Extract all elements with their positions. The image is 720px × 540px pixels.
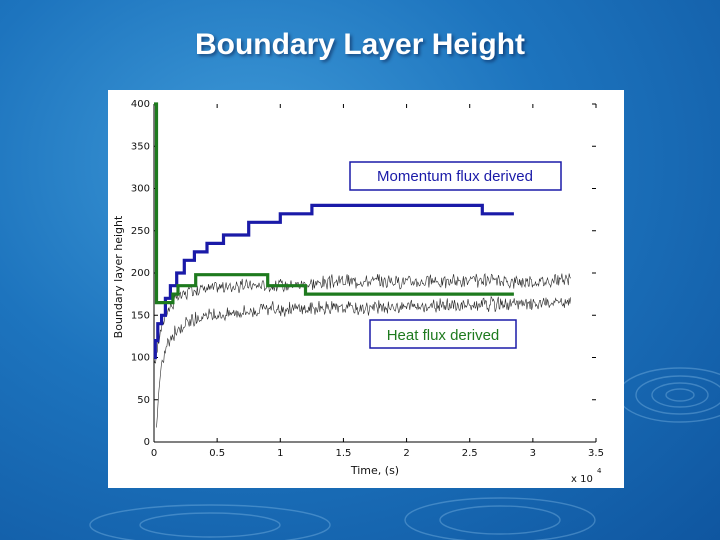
x-tick-label: 1 — [277, 448, 283, 459]
noisy-trace-line — [153, 272, 571, 364]
heat-callout-box — [369, 319, 517, 349]
y-tick-label: 250 — [131, 226, 150, 237]
slide-title: Boundary Layer Height — [194, 28, 526, 61]
series-layer — [153, 102, 571, 428]
momentum-flux-derived-line — [153, 203, 514, 360]
x-tick-label: 0 — [151, 448, 157, 459]
y-tick-label: 150 — [131, 310, 150, 321]
y-axis-title: Boundary layer height — [112, 215, 125, 338]
y-tick-label: 0 — [144, 437, 150, 448]
boundary-layer-chart: 0 50 100 150 200 250 300 350 400 0 0.5 1 1.5 2 2.5 3 3.5… — [112, 99, 604, 485]
x-axis-multiplier-exponent: 4 — [597, 467, 602, 475]
y-tick-label: 200 — [131, 268, 150, 279]
x-axis-multiplier: x 10 — [571, 474, 593, 485]
axes-layer: 0 50 100 150 200 250 300 350 400 0 0.5 1 1.5 2 2.5 3 3.5 — [131, 99, 604, 459]
momentum-callout-box — [349, 161, 562, 191]
noisy-trace-line — [156, 295, 571, 428]
y-tick-label: 100 — [131, 353, 150, 364]
x-tick-label: 2 — [403, 448, 409, 459]
x-tick-label: 2.5 — [462, 448, 478, 459]
x-tick-label: 3 — [530, 448, 536, 459]
y-tick-label: 400 — [131, 99, 150, 110]
y-tick-label: 300 — [131, 184, 150, 195]
heat-callout-label: Heat flux derived — [387, 327, 500, 344]
x-tick-label: 0.5 — [209, 448, 225, 459]
chart-panel: 0 50 100 150 200 250 300 350 400 0 0.5 1 1.5 2 2.5 3 3.5… — [108, 90, 624, 488]
x-tick-label: 1.5 — [335, 448, 351, 459]
x-axis-title: Time, (s) — [350, 464, 399, 477]
x-tick-label: 3.5 — [588, 448, 604, 459]
y-tick-label: 50 — [137, 395, 150, 406]
heat-flux-derived-line — [154, 102, 514, 305]
momentum-callout-label: Momentum flux derived — [377, 168, 533, 185]
y-tick-label: 350 — [131, 141, 150, 152]
